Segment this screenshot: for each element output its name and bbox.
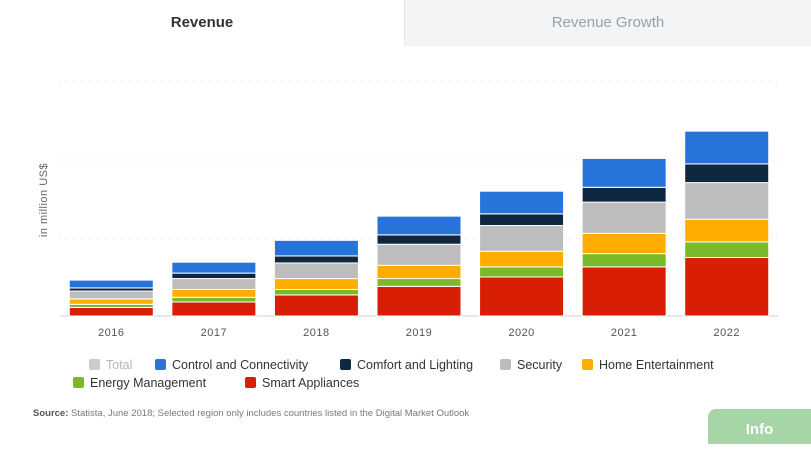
bar-segment-smart-appliances-2016[interactable] [68,306,154,317]
bar-segment-comfort-and-lighting-2019[interactable] [376,234,462,245]
legend-label: Security [517,358,563,372]
bar-segment-home-entertainment-2021[interactable] [581,232,667,255]
tab-revenue-growth[interactable]: Revenue Growth [404,0,811,46]
x-tick-label: 2016 [98,327,124,339]
legend-item-total[interactable]: Total [89,356,132,374]
legend-swatch [340,359,351,370]
legend-label: Control and Connectivity [172,358,309,372]
bar-segment-control-and-connectivity-2022[interactable] [684,130,770,165]
bar-segment-smart-appliances-2017[interactable] [171,301,257,317]
bar-segment-energy-management-2021[interactable] [581,253,667,268]
bar-segment-control-and-connectivity-2018[interactable] [273,239,359,257]
bar-segment-smart-appliances-2020[interactable] [479,276,565,317]
bar-segment-energy-management-2020[interactable] [479,266,565,278]
bar-segment-security-2022[interactable] [684,182,770,220]
bar-segment-comfort-and-lighting-2017[interactable] [171,272,257,280]
y-axis-label: in million US$ [38,163,50,237]
bar-segment-security-2016[interactable] [68,290,154,300]
bar-segment-comfort-and-lighting-2021[interactable] [581,186,667,203]
bar-segment-comfort-and-lighting-2022[interactable] [684,163,770,184]
x-tick-label: 2022 [713,327,739,339]
bar-segment-smart-appliances-2018[interactable] [273,294,359,317]
legend-swatch [89,359,100,370]
bar-segment-control-and-connectivity-2019[interactable] [376,215,462,236]
bar-segment-security-2019[interactable] [376,243,462,266]
bar-segment-security-2018[interactable] [273,262,359,280]
source-label: Source: [33,408,69,419]
chart-x-tick-labels: 2016 2017 2018 2019 2020 2021 2022 [98,327,739,339]
bar-segment-control-and-connectivity-2016[interactable] [68,279,154,289]
bar-segment-smart-appliances-2021[interactable] [581,266,667,317]
legend-swatch [500,359,511,370]
tab-bar: Revenue Revenue Growth [0,0,811,46]
legend-label: Energy Management [90,376,207,390]
bar-segment-home-entertainment-2022[interactable] [684,218,770,243]
legend-item-comfort-and-lighting[interactable]: Comfort and Lighting [340,356,473,374]
x-tick-label: 2021 [611,327,637,339]
chart-bars [68,130,770,317]
legend-label: Comfort and Lighting [357,358,474,372]
bar-segment-energy-management-2017[interactable] [171,296,257,303]
bar-segment-security-2017[interactable] [171,278,257,290]
bar-segment-smart-appliances-2022[interactable] [684,257,770,317]
bar-segment-security-2020[interactable] [479,225,565,252]
tab-revenue[interactable]: Revenue [0,0,404,46]
legend-item-energy-management[interactable]: Energy Management [73,374,206,392]
legend-label: Home Entertainment [599,358,714,372]
legend-label: Smart Appliances [262,376,360,390]
bar-segment-control-and-connectivity-2017[interactable] [171,261,257,274]
bar-segment-home-entertainment-2019[interactable] [376,264,462,280]
bar-segment-home-entertainment-2016[interactable] [68,298,154,305]
legend-swatch [73,377,84,388]
bar-segment-security-2021[interactable] [581,201,667,234]
x-tick-label: 2020 [508,327,534,339]
legend-item-home-entertainment[interactable]: Home Entertainment [582,356,714,374]
legend-label: Total [106,358,133,372]
legend-item-smart-appliances[interactable]: Smart Appliances [245,374,359,392]
legend-swatch [582,359,593,370]
bar-segment-smart-appliances-2019[interactable] [376,285,462,317]
bar-segment-energy-management-2018[interactable] [273,288,359,296]
bar-segment-control-and-connectivity-2020[interactable] [479,190,565,215]
legend-item-control-and-connectivity[interactable]: Control and Connectivity [155,356,308,374]
legend-item-security[interactable]: Security [500,356,562,374]
bar-segment-energy-management-2022[interactable] [684,241,770,258]
x-tick-label: 2018 [303,327,329,339]
bar-segment-comfort-and-lighting-2018[interactable] [273,255,359,264]
revenue-chart: 2016 2017 2018 2019 2020 2021 2022 in million … [38,81,778,339]
bar-segment-home-entertainment-2020[interactable] [479,250,565,268]
bar-segment-home-entertainment-2017[interactable] [171,288,257,298]
x-tick-label: 2017 [201,327,227,339]
bar-segment-energy-management-2019[interactable] [376,278,462,287]
bar-segment-control-and-connectivity-2021[interactable] [581,157,667,188]
source-text: Statista, June 2018; Selected region onl… [71,408,470,419]
bar-segment-comfort-and-lighting-2020[interactable] [479,213,565,227]
info-button[interactable]: Info [708,409,811,444]
legend-swatch [245,377,256,388]
bar-segment-home-entertainment-2018[interactable] [273,278,359,290]
x-tick-label: 2019 [406,327,432,339]
source-note: Source: Statista, June 2018; Selected re… [33,408,469,419]
legend-swatch [155,359,166,370]
